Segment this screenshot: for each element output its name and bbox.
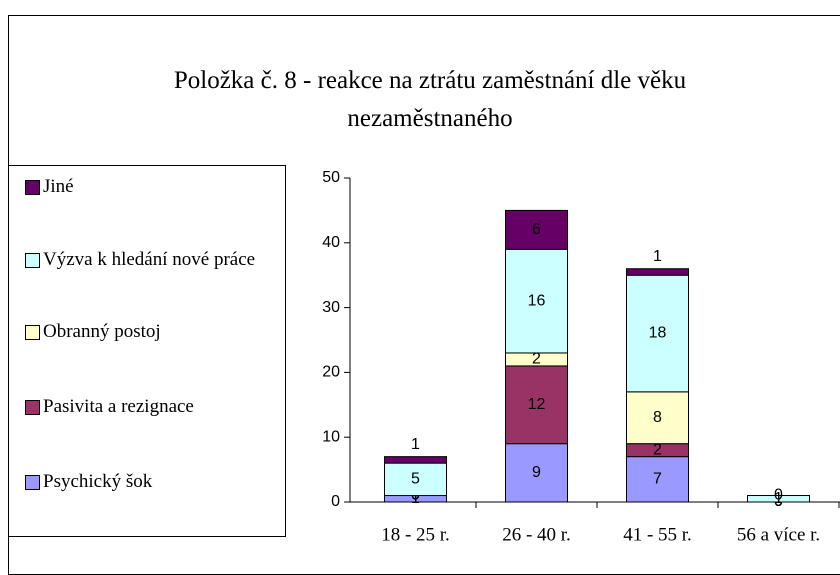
bar-segment bbox=[747, 495, 810, 503]
y-tick-label: 40 bbox=[322, 234, 340, 251]
legend-item: Obranný postoj bbox=[25, 316, 283, 347]
data-label: 5 bbox=[411, 471, 420, 488]
legend-swatch bbox=[25, 180, 40, 195]
data-label: 1 bbox=[411, 436, 420, 453]
legend-item: Výzva k hledání nové práce bbox=[25, 244, 283, 275]
y-tick-label: 50 bbox=[322, 169, 340, 186]
legend-swatch bbox=[25, 400, 40, 415]
legend-label: Obranný postoj bbox=[43, 321, 161, 342]
data-label: 7 bbox=[653, 471, 662, 488]
legend-item: Pasivita a rezignace bbox=[25, 391, 283, 422]
data-label: 2 bbox=[532, 351, 541, 368]
legend-swatch bbox=[25, 325, 40, 340]
data-label: 2 bbox=[653, 441, 662, 458]
legend-swatch bbox=[25, 253, 40, 268]
y-tick-label: 10 bbox=[322, 428, 340, 445]
bar-segment bbox=[626, 274, 689, 393]
bar-segment bbox=[626, 391, 689, 445]
data-label: 1 bbox=[774, 490, 783, 507]
bar-segment bbox=[384, 462, 447, 497]
data-label: 1 bbox=[411, 490, 420, 507]
bar-segment bbox=[384, 456, 447, 464]
x-tick-label: 26 - 40 r. bbox=[502, 524, 571, 545]
y-tick-label: 0 bbox=[331, 493, 340, 510]
data-label: 1 bbox=[653, 248, 662, 265]
x-tick-label: 56 a více r. bbox=[737, 524, 820, 545]
data-label: 18 bbox=[649, 325, 667, 342]
bar-segment bbox=[626, 456, 689, 503]
x-tick-label: 18 - 25 r. bbox=[381, 524, 450, 545]
data-label: 0 bbox=[774, 487, 783, 504]
data-label: 12 bbox=[528, 396, 546, 413]
data-label: 9 bbox=[532, 464, 541, 481]
x-tick-label: 41 - 55 r. bbox=[623, 524, 692, 545]
y-tick-label: 20 bbox=[322, 364, 340, 381]
legend: Psychický šok Pasivita a rezignace Obranný… bbox=[8, 165, 286, 537]
y-tick-label: 30 bbox=[322, 299, 340, 316]
bar-segment bbox=[505, 443, 568, 503]
page: Položka č. 8 - reakce na ztrátu zaměstná… bbox=[8, 15, 840, 575]
legend-item: Psychický šok bbox=[25, 466, 283, 497]
legend-label: Pasivita a rezignace bbox=[43, 396, 194, 417]
bar-segment bbox=[505, 248, 568, 354]
legend-swatch bbox=[25, 475, 40, 490]
legend-label: Psychický šok bbox=[43, 471, 153, 492]
data-label: 16 bbox=[528, 292, 546, 309]
data-label: 8 bbox=[653, 409, 662, 426]
data-label: 6 bbox=[532, 221, 541, 238]
legend-label: Jiné bbox=[43, 176, 74, 197]
bar-segment bbox=[626, 268, 689, 276]
chart-title: Položka č. 8 - reakce na ztrátu zaměstná… bbox=[173, 67, 687, 132]
legend-item: Jiné bbox=[25, 171, 283, 202]
legend-label: Výzva k hledání nové práce bbox=[43, 249, 256, 270]
bar-segment bbox=[505, 365, 568, 445]
bar-segment bbox=[505, 209, 568, 250]
